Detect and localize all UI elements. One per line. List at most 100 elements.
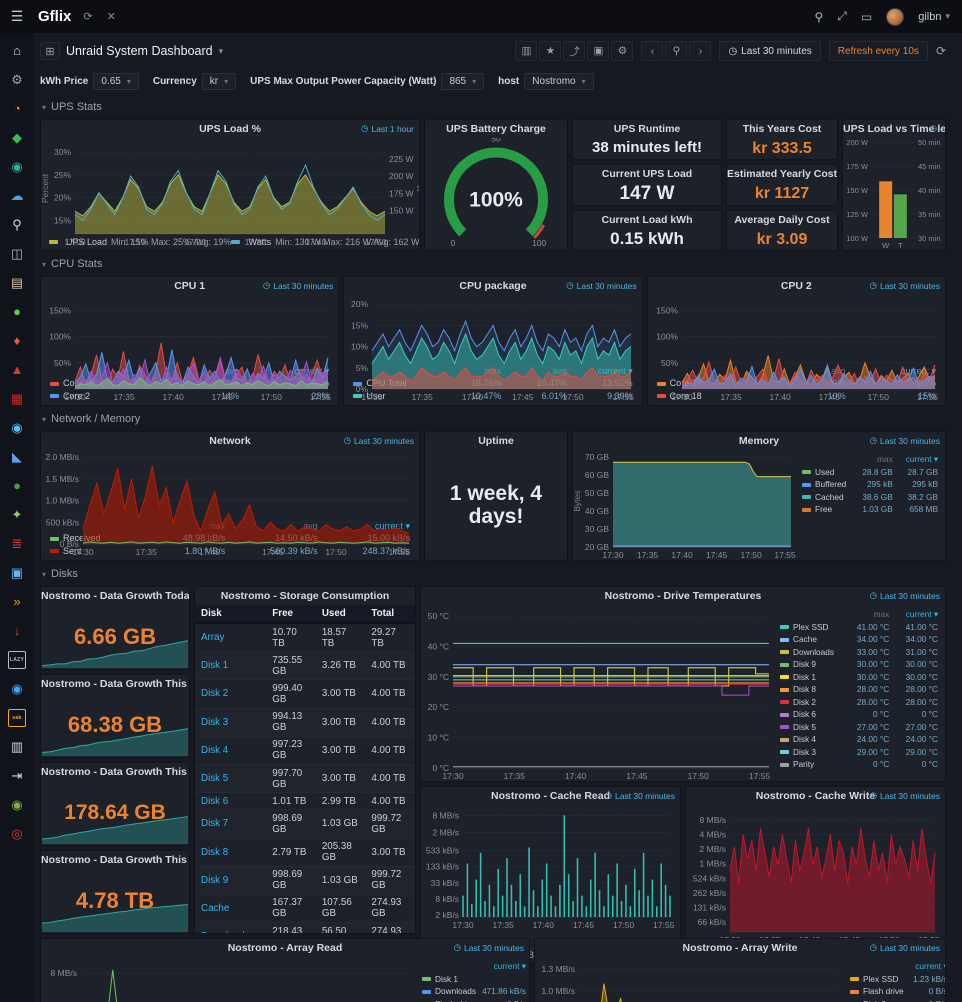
cache-write-graph[interactable]: 66 kB/s 131 kB/s 262 kB/s 524 kB/s 1 MB/s 2 M… [686,805,945,950]
cpu-package-graph[interactable]: 0% 5% 10% 15% 20% 17:30 17:35 17:40 17:45 17:50 17… [344,295,641,402]
legend-row[interactable]: Buffered 295 kB 295 kB [799,478,941,491]
dashboard-settings-icon[interactable]: ⚙ [611,41,634,61]
panel-estimated-yearly-cost[interactable]: Estimated Yearly Cost kr 1127 [726,164,838,206]
memory-legend[interactable]: max current ▾ Used 28.8 GB 28.7 GB Buffered 29… [799,450,945,560]
array-write-legend[interactable]: current ▾ Plex SSD 1.23 kB/s Flash drive 0 B… [847,957,945,1002]
legend-row[interactable]: Cache 34.00 °C 34.00 °C [777,633,941,646]
panel-cache-write[interactable]: Nostromo - Cache Write ◷ Last 30 minutes … [685,786,946,964]
legend-row[interactable]: Disk 90 B/s [847,998,945,1002]
home-icon[interactable]: ⌂ [13,43,21,58]
legend-sort-header[interactable]: current ▾ [374,520,410,531]
legend-item[interactable]: Watts Min: 130 W Max: 216 W Avg: 162 W [231,237,419,247]
tv-icon[interactable]: ▭ [860,9,873,24]
legend-sort-header[interactable]: current ▾ [905,454,938,464]
drive-temperatures-graph[interactable]: 0 °C 10 °C 20 °C 30 °C 40 °C 50 °C 17:30 17:35 1… [421,605,777,781]
panel-cpu-package[interactable]: CPU package ◷ Last 30 minutes 0% 5% 10% 15% 2… [343,276,643,406]
panel-storage-consumption[interactable]: Nostromo - Storage Consumption Disk Free U… [194,586,416,934]
table-row[interactable]: Disk 6 1.01 TB 2.99 TB 4.00 TB [195,793,415,810]
legend-row[interactable]: Free 1.03 GB 658 MB [799,503,941,516]
blue-square-icon[interactable]: ▣ [10,565,24,580]
lazylibrarian-icon[interactable]: LAZY [8,651,26,669]
sabnzbd-icon[interactable]: sab [8,709,26,727]
add-panel-icon[interactable]: ▥ [515,41,538,61]
playlist-stop-icon[interactable]: ✕ [106,11,116,23]
legend-sort-header[interactable]: avg [552,365,568,376]
legend-row[interactable]: Disk 5 27.00 °C 27.00 °C [777,721,941,734]
legend-sort-header[interactable]: max [877,454,893,464]
search-icon[interactable]: ⚲ [814,9,824,24]
panel-data-growth-today[interactable]: Nostromo - Data Growth Today 6.66 GB [40,586,190,670]
uptime-app-icon[interactable]: ● [13,304,21,319]
table-row[interactable]: Array 10.70 TB 18.57 TB 29.27 TB [195,623,415,652]
variable-value-dropdown[interactable]: Nostromo ▾ [524,72,594,90]
container-icon[interactable]: ▤ [10,275,24,290]
panel-current-load-kwh[interactable]: Current Load kWh 0.15 kWh [572,209,722,251]
variable-value-dropdown[interactable]: 865 ▾ [441,72,485,90]
zoom-left-icon[interactable]: ‹ [641,41,664,61]
legend-row[interactable]: Disk 8 28.00 °C 28.00 °C [777,683,941,696]
table-row[interactable]: Disk 8 2.79 TB 205.38 GB 3.00 TB [195,838,415,866]
legend-row[interactable]: Disk 1 [419,973,529,986]
playlist-cycle-icon[interactable]: ⟳ [83,11,93,23]
network-graph[interactable]: 0 B/s 500 kB/s 1.0 MB/s 1.5 MB/s 2.0 MB/s 17:… [41,450,419,557]
legend-sort-header[interactable]: current ▾ [900,365,936,376]
table-row[interactable]: Disk 1 735.55 GB 3.26 TB 4.00 TB [195,652,415,680]
legend-row[interactable]: User 10.47% 6.01% 9.39% [350,390,635,403]
panel-cpu-1[interactable]: CPU 1 ◷ Last 30 minutes 50% 100% 150% 17:30 1… [40,276,340,406]
ups-load-vs-time-chart[interactable]: 100 W 125 W 150 W 175 W 200 W 30 min 35 min 40 … [843,138,945,250]
drive-temperatures-legend[interactable]: max current ▾ Plex SSD 41.00 °C 41.00 °C Cach… [777,605,945,781]
legend-row[interactable]: Sent 1.80 MB/s 560.39 kB/s 248.37 kB/s [47,545,413,558]
packages-icon[interactable]: ▦ [10,391,24,406]
ups-load-legend[interactable]: UPS Load Min: 15% Max: 25% Avg: 19% Watts M… [41,237,419,250]
legend-row[interactable]: Disk 4 24.00 °C 24.00 °C [777,733,941,746]
row-header-network-memory[interactable]: ▾ Network / Memory [42,410,946,428]
fin-icon[interactable]: ◣ [12,449,22,464]
table-row[interactable]: Disk 2 999.40 GB 3.00 TB 4.00 TB [195,680,415,708]
zoom-out-icon[interactable]: ⚲ [665,41,688,61]
tautulli-icon[interactable]: ◉ [11,159,23,174]
legend-row[interactable]: Downloads 471.86 kB/s [419,985,529,998]
legend-row[interactable]: Used 28.8 GB 28.7 GB [799,466,941,479]
column-header[interactable]: Total [365,605,415,624]
legend-row[interactable]: Plex SSD 41.00 °C 41.00 °C [777,621,941,634]
panel-average-daily-cost[interactable]: Average Daily Cost kr 3.09 [726,209,838,251]
legend-sort-header[interactable]: current ▾ [905,609,938,619]
legend-sort-header[interactable]: current ▾ [493,961,526,971]
share-icon[interactable]: ⤴ [563,41,586,61]
column-header[interactable]: Disk [195,605,267,624]
table-row[interactable]: Disk 5 997.70 GB 3.00 TB 4.00 TB [195,764,415,792]
legend-row[interactable]: Parity 0 °C 0 °C [777,758,941,771]
zoom-right-icon[interactable]: › [689,41,712,61]
panel-ups-battery-gauge[interactable]: UPS Battery Charge 0 50 100 100% [424,119,568,251]
row-header-disks[interactable]: ▾ Disks [42,565,946,583]
cloud-icon[interactable]: ☁ [10,188,24,203]
variable-value-dropdown[interactable]: kr ▾ [201,72,237,90]
legend-row[interactable]: Cached 38.6 GB 38.2 GB [799,491,941,504]
legend-row[interactable]: Plex SSD 1.23 kB/s [847,973,945,986]
ups-load-graph[interactable]: Percent W 15% 20% 25% 30% 150 W 175 W 200 W 225 W… [41,138,419,247]
fire-icon[interactable]: ♦ [13,333,21,348]
panel-data-growth-week[interactable]: Nostromo - Data Growth This Week 68.38 G… [40,674,190,758]
panel-memory[interactable]: Memory ◷ Last 30 minutes Bytes 20 GB 30 GB 4… [572,431,946,561]
settings-icon[interactable]: ⚙ [11,72,23,87]
legend-row[interactable]: Downloads 33.00 °C 31.00 °C [777,646,941,659]
variable-value-dropdown[interactable]: 0.65 ▾ [93,72,139,90]
row-header-cpu-stats[interactable]: ▾ CPU Stats [42,255,946,273]
dashboard-title[interactable]: Unraid System Dashboard [66,44,213,58]
leaf-icon[interactable]: ✦ [11,507,23,522]
dashboard-switcher-icon[interactable]: ⊞ [40,42,60,60]
green-app-icon[interactable]: ● [13,478,21,493]
panel-cpu-2[interactable]: CPU 2 ◷ Last 30 minutes 50% 100% 150% 17:30 1… [646,276,946,406]
time-picker[interactable]: ◷ Last 30 minutes [719,41,821,61]
legend-sort-header[interactable]: avg [303,520,318,531]
array-write-graph[interactable]: 1.3 MB/s 1.0 MB/s [535,957,847,1002]
panel-current-ups-load[interactable]: Current UPS Load 147 W [572,164,722,206]
table-row[interactable]: Disk 3 994.13 GB 3.00 TB 4.00 TB [195,708,415,736]
array-read-graph[interactable]: 8 MB/s4 MB/s [41,957,419,1002]
avatar[interactable] [886,7,905,26]
column-header[interactable]: Free [266,605,316,624]
bank-icon[interactable]: ▥ [10,739,24,754]
